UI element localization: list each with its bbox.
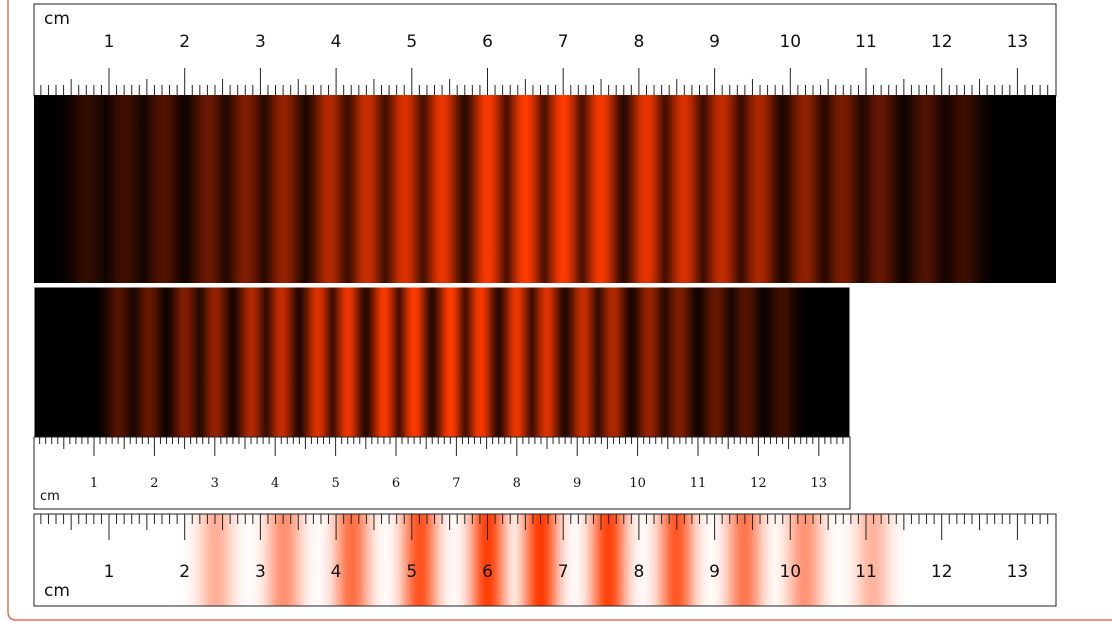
overlay-ruler-number: 11: [855, 562, 877, 582]
top-ruler-numbers: 1 2 3 4 5 6 7 8 9 10 11 12 13: [104, 32, 1029, 52]
bottom-ruler-ticks: [39, 437, 844, 456]
top-ruler-number: 11: [855, 32, 877, 52]
overlay-ruler-ticks: [40, 514, 1049, 540]
overlay-ruler-number: 12: [931, 562, 953, 582]
top-ruler-number: 1: [104, 32, 115, 52]
overlay-ruler-number: 6: [482, 562, 493, 582]
top-ruler-number: 3: [255, 32, 266, 52]
overlay-ruler-number: 13: [1007, 562, 1029, 582]
overlay-ruler-number: 9: [709, 562, 720, 582]
bottom-ruler-number: 7: [452, 476, 460, 491]
bottom-ruler-number: 4: [271, 476, 279, 491]
wide-fringe-panel: [34, 95, 1056, 283]
top-ruler-number: 13: [1007, 32, 1029, 52]
bottom-ruler-number: 3: [211, 476, 219, 491]
bottom-ruler-number: 13: [811, 476, 828, 491]
bottom-ruler: 1 2 3 4 5 6 7 8 9 10 11 12 13 cm: [33, 436, 851, 510]
bottom-ruler-number: 8: [513, 476, 521, 491]
bottom-ruler-number: 6: [392, 476, 400, 491]
top-ruler-ticks: [40, 68, 1049, 95]
overlay-ruler-numbers: 1 2 3 4 5 6 7 8 9 10 11 12 13: [104, 562, 1029, 582]
overlay-ruler-number: 10: [779, 562, 801, 582]
top-ruler-number: 12: [931, 32, 953, 52]
overlay-ruler-number: 1: [104, 562, 115, 582]
bottom-ruler-number: 11: [690, 476, 707, 491]
top-ruler-number: 4: [331, 32, 342, 52]
top-ruler-number: 10: [779, 32, 801, 52]
overlay-ruler: 1 2 3 4 5 6 7 8 9 10 11 12 13 cm: [33, 513, 1057, 607]
bottom-ruler-number: 10: [629, 476, 646, 491]
overlay-ruler-number: 7: [558, 562, 569, 582]
bottom-ruler-number: 12: [750, 476, 767, 491]
overlay-ruler-number: 5: [406, 562, 417, 582]
page-frame: [7, 0, 1112, 621]
bottom-ruler-unit-label: cm: [40, 489, 60, 504]
top-ruler-number: 9: [709, 32, 720, 52]
top-ruler-number: 7: [558, 32, 569, 52]
overlay-ruler-number: 8: [633, 562, 644, 582]
overlay-ruler-number: 3: [255, 562, 266, 582]
overlay-ruler-number: 4: [331, 562, 342, 582]
top-ruler-number: 6: [482, 32, 493, 52]
bottom-ruler-number: 1: [90, 476, 98, 491]
overlay-ruler-number: 2: [179, 562, 190, 582]
overlay-ruler-unit-label: cm: [44, 581, 70, 601]
bottom-ruler-numbers: 1 2 3 4 5 6 7 8 9 10 11 12 13: [90, 476, 827, 491]
narrow-fringe-panel: [34, 287, 850, 437]
top-ruler-unit-label: cm: [44, 9, 70, 29]
light-fringe-panel: [34, 514, 1056, 606]
top-ruler-number: 8: [633, 32, 644, 52]
bottom-ruler-number: 2: [150, 476, 158, 491]
top-ruler-number: 2: [179, 32, 190, 52]
top-ruler-number: 5: [406, 32, 417, 52]
bottom-ruler-number: 5: [331, 476, 339, 491]
bottom-ruler-number: 9: [573, 476, 581, 491]
top-ruler: cm 1 2 3 4 5 6 7 8 9 10 11 12 13: [33, 3, 1057, 97]
